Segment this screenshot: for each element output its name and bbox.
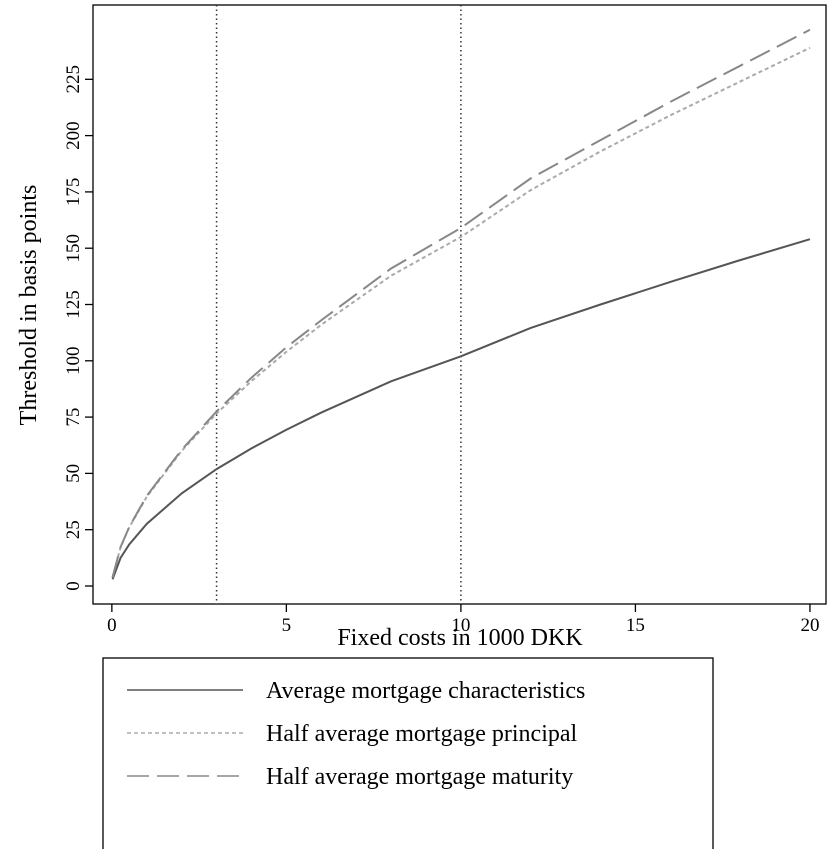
x-axis-label: Fixed costs in 1000 DKK	[337, 625, 583, 651]
y-tick-label: 75	[63, 408, 84, 427]
y-tick-label: 50	[63, 464, 84, 483]
legend-box	[102, 657, 714, 849]
plot-box	[92, 4, 827, 605]
y-tick-label: 150	[63, 234, 84, 263]
x-tick-label: 10	[451, 615, 470, 636]
legend-label: Half average mortgage maturity	[266, 764, 573, 790]
x-tick-label: 5	[282, 615, 292, 636]
series-line	[111, 238, 811, 580]
legend-label: Average mortgage characteristics	[266, 678, 585, 704]
x-tick-label: 15	[626, 615, 645, 636]
y-tick-label: 125	[63, 290, 84, 319]
y-tick-label: 25	[63, 520, 84, 539]
x-tick-label: 0	[107, 615, 117, 636]
y-tick-label: 225	[63, 65, 84, 94]
x-tick-label: 20	[800, 615, 819, 636]
y-tick-label: 175	[63, 178, 84, 207]
y-tick-label: 200	[63, 121, 84, 150]
y-tick-label: 0	[63, 581, 84, 591]
y-tick-label: 100	[63, 347, 84, 376]
series-line	[111, 28, 811, 578]
y-axis-label: Threshold in basis points	[16, 185, 42, 426]
legend-label: Half average mortgage principal	[266, 721, 578, 747]
